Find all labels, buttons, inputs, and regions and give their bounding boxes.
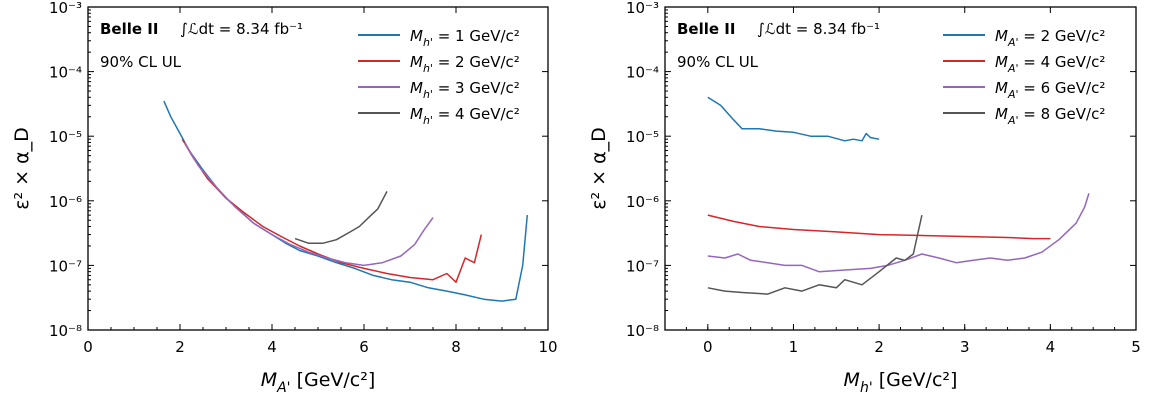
y-tick-label: 10⁻⁸: [49, 322, 82, 340]
x-tick-label: 8: [451, 338, 461, 356]
series-line-3: [183, 142, 434, 267]
chart-panel-1: 0 2 4 6 8 10 10⁻⁸ 10⁻⁷ 10⁻⁶ 10⁻⁵ 10⁻⁴ 10⁻³ MA' [GeV/…: [11, 0, 558, 396]
x-tick-label: 6: [359, 338, 369, 356]
x-tick-label: 4: [1046, 338, 1056, 356]
series-line-1: [707, 96, 880, 142]
x-tick-label: 2: [874, 338, 884, 356]
y-tick-label: 10⁻⁷: [626, 257, 659, 275]
x-tick-label: 0: [83, 338, 93, 356]
luminosity-label: ∫ℒdt = 8.34 fb⁻¹: [757, 20, 880, 38]
y-tick-label: 10⁻³: [626, 0, 659, 17]
y-tick-label: 10⁻⁶: [49, 193, 82, 211]
x-tick-label: 1: [789, 338, 799, 356]
y-tick-label: 10⁻³: [49, 0, 82, 17]
y-tick-label: 10⁻⁴: [626, 64, 659, 82]
experiment-label: Belle II: [100, 20, 158, 38]
chart-panel-2: 0 1 2 3 4 5 10⁻⁸ 10⁻⁷ 10⁻⁶ 10⁻⁵ 10⁻⁴ 10⁻³ Mh' [GeV/c…: [588, 0, 1141, 396]
series-line-4: [294, 191, 388, 245]
y-axis-label: ε² × α_D: [588, 127, 610, 210]
y-tick-label: 10⁻⁷: [49, 257, 82, 275]
cl-label: 90% CL UL: [100, 53, 182, 71]
x-tick-label: 0: [703, 338, 713, 356]
series-line-1: [163, 100, 529, 302]
x-tick-label: 4: [267, 338, 277, 356]
x-tick-label: 3: [960, 338, 970, 356]
y-tick-label: 10⁻⁶: [626, 193, 659, 211]
cl-label: 90% CL UL: [677, 53, 759, 71]
luminosity-label: ∫ℒdt = 8.34 fb⁻¹: [180, 20, 303, 38]
series-line-3: [707, 193, 1090, 273]
y-tick-label: 10⁻⁵: [626, 128, 659, 146]
legend-label-3: MA' = 6 GeV/c²: [995, 79, 1105, 101]
y-tick-label: 10⁻⁸: [626, 322, 659, 340]
legend-label-1: MA' = 2 GeV/c²: [995, 27, 1105, 49]
series-line-2: [707, 214, 1051, 240]
y-tick-label: 10⁻⁵: [49, 128, 82, 146]
x-tick-label: 5: [1131, 338, 1141, 356]
x-axis-label: Mh' [GeV/c²]: [844, 369, 958, 396]
series-line-4: [707, 214, 923, 295]
legend-label-1: Mh' = 1 GeV/c²: [410, 27, 520, 49]
legend-label-3: Mh' = 3 GeV/c²: [410, 79, 520, 101]
y-tick-label: 10⁻⁴: [49, 64, 82, 82]
x-tick-label: 10: [538, 338, 557, 356]
y-axis-label: ε² × α_D: [11, 127, 33, 210]
legend-label-4: Mh' = 4 GeV/c²: [410, 105, 520, 127]
legend-label-2: Mh' = 2 GeV/c²: [410, 53, 520, 75]
x-axis-label: MA' [GeV/c²]: [261, 369, 376, 396]
x-tick-label: 2: [175, 338, 185, 356]
legend-label-4: MA' = 8 GeV/c²: [995, 105, 1105, 127]
experiment-label: Belle II: [677, 20, 735, 38]
legend-label-2: MA' = 4 GeV/c²: [995, 53, 1105, 75]
